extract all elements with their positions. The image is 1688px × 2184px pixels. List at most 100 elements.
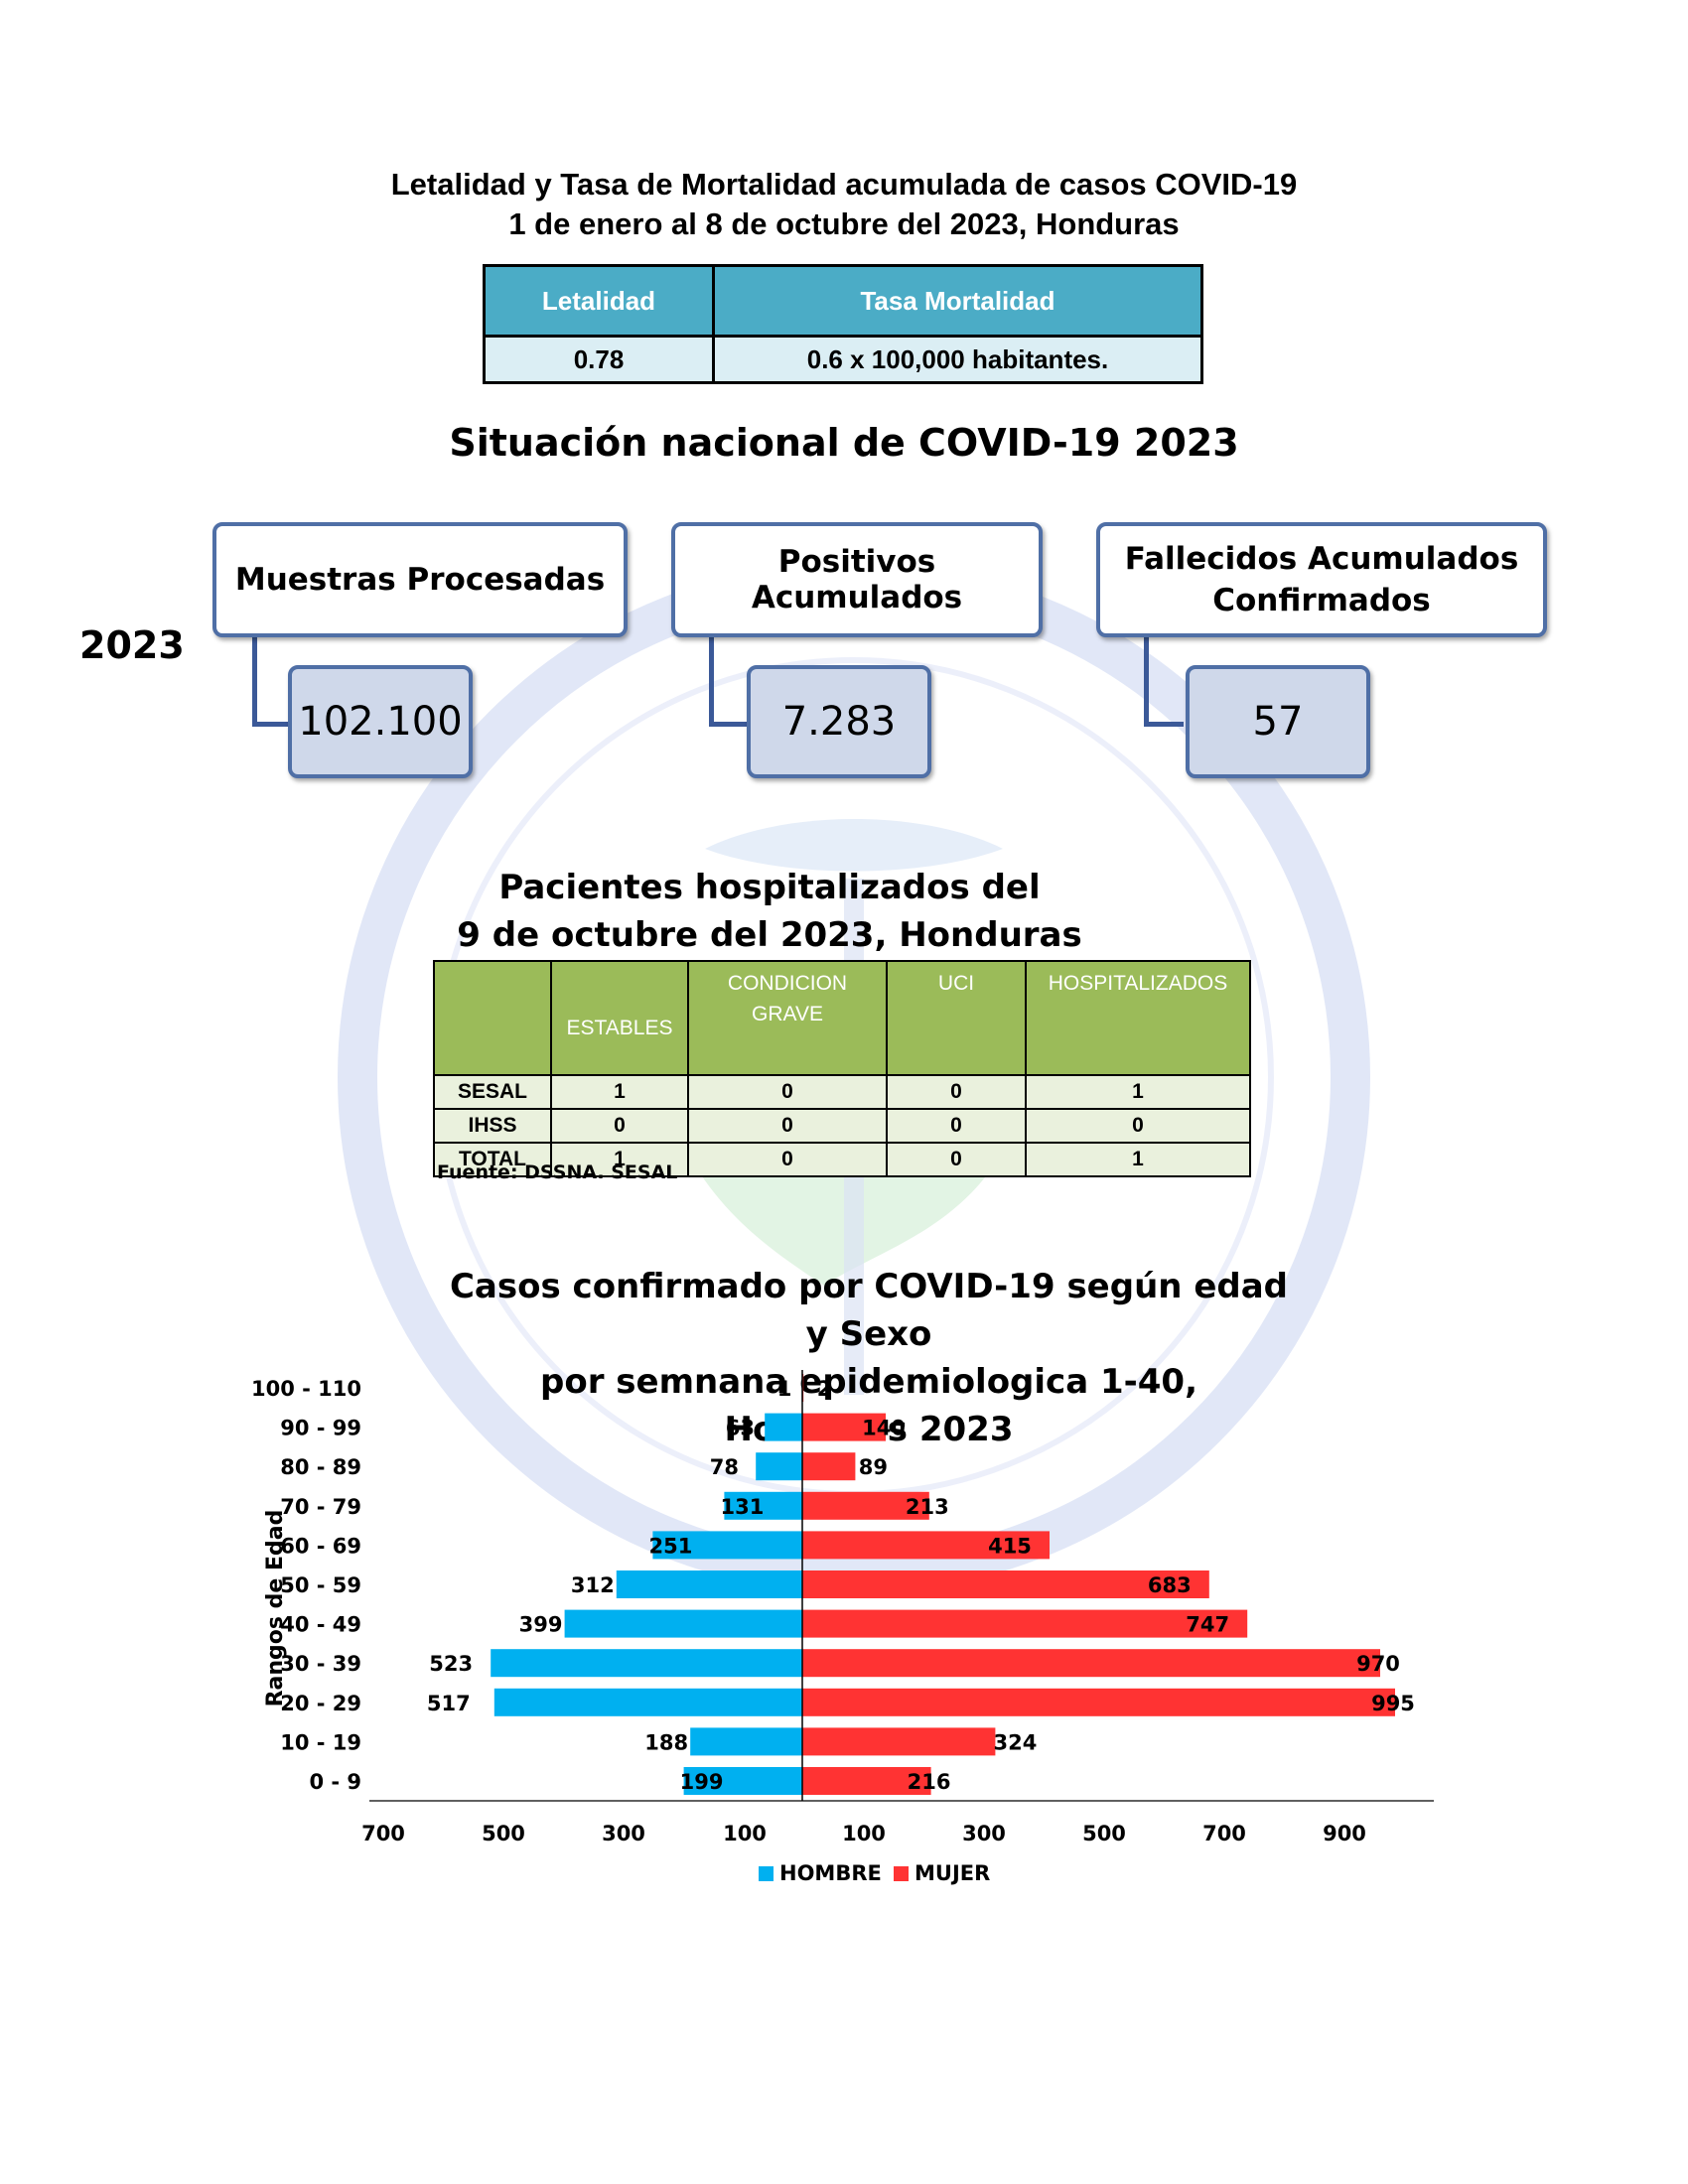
hospital-row-total: TOTAL 1 0 0 1 bbox=[433, 1142, 1251, 1177]
kpi-label-positivos: Positivos Acumulados bbox=[751, 544, 963, 615]
bar-hombre bbox=[616, 1570, 802, 1598]
bar-hombre bbox=[564, 1609, 802, 1638]
y-tick-label: 30 - 39 bbox=[280, 1652, 361, 1676]
data-label-hombre: 517 bbox=[427, 1692, 471, 1715]
bar-hombre bbox=[756, 1452, 802, 1481]
bar-mujer bbox=[802, 1609, 1248, 1638]
legend-label-mujer: MUJER bbox=[914, 1861, 990, 1885]
data-label-hombre: 523 bbox=[429, 1652, 473, 1676]
x-tick-label: 300 bbox=[602, 1822, 645, 1845]
data-label-hombre: 131 bbox=[720, 1495, 764, 1519]
bar-hombre bbox=[765, 1413, 802, 1441]
kpi-label-fallecidos-line1: Fallecidos Acumulados bbox=[1124, 541, 1519, 577]
bar-mujer bbox=[802, 1491, 929, 1520]
kpi-box-positivos: Positivos Acumulados bbox=[671, 522, 1043, 637]
cell: 1 bbox=[550, 1142, 689, 1177]
data-label-mujer: 683 bbox=[1148, 1573, 1192, 1597]
kpi-value-fallecidos: 57 bbox=[1186, 665, 1370, 778]
legend-swatch-mujer bbox=[894, 1866, 909, 1881]
value-letalidad: 0.78 bbox=[483, 335, 715, 384]
hospital-header-empty bbox=[433, 960, 552, 1076]
data-label-mujer: 89 bbox=[859, 1455, 888, 1479]
x-tick-label: 700 bbox=[1202, 1822, 1246, 1845]
x-tick-label: 300 bbox=[962, 1822, 1006, 1845]
data-label-mujer: 747 bbox=[1186, 1613, 1229, 1637]
bar-hombre bbox=[493, 1688, 802, 1716]
data-label-hombre: 312 bbox=[571, 1573, 615, 1597]
cell: 0 bbox=[687, 1142, 888, 1177]
cell: 0 bbox=[550, 1108, 689, 1144]
kpi-label-muestras: Muestras Procesadas bbox=[234, 562, 606, 598]
data-label-hombre: 251 bbox=[648, 1534, 692, 1558]
bar-hombre bbox=[683, 1767, 802, 1795]
y-tick-label: 70 - 79 bbox=[280, 1495, 361, 1519]
kpi-box-muestras: Muestras Procesadas bbox=[212, 522, 628, 637]
row-label: TOTAL bbox=[433, 1142, 552, 1177]
cell: 0 bbox=[687, 1108, 888, 1144]
hospital-title-line1: Pacientes hospitalizados del bbox=[498, 868, 1041, 907]
y-tick-label: 90 - 99 bbox=[280, 1417, 361, 1440]
x-tick-label: 100 bbox=[842, 1822, 886, 1845]
y-tick-label: 80 - 89 bbox=[280, 1455, 361, 1479]
y-tick-label: 60 - 69 bbox=[280, 1534, 361, 1558]
y-tick-label: 10 - 19 bbox=[280, 1730, 361, 1754]
bar-mujer bbox=[802, 1727, 996, 1756]
bar-mujer bbox=[802, 1767, 931, 1795]
hospital-row-sesal: SESAL 1 0 0 1 bbox=[433, 1074, 1251, 1110]
data-label-mujer: 324 bbox=[993, 1730, 1037, 1754]
hospital-header-estables: ESTABLES bbox=[550, 960, 689, 1076]
bar-hombre bbox=[690, 1727, 802, 1756]
value-tasa-mortalidad: 0.6 x 100,000 habitantes. bbox=[712, 335, 1203, 384]
header-tasa-mortalidad: Tasa Mortalidad bbox=[712, 264, 1203, 338]
legend-label-hombre: HOMBRE bbox=[779, 1861, 882, 1885]
y-axis-title: Rangos de Edad bbox=[263, 1510, 288, 1707]
kpi-value-muestras: 102.100 bbox=[288, 665, 473, 778]
mortality-title: Letalidad y Tasa de Mortalidad acumulada… bbox=[0, 165, 1688, 244]
bar-hombre bbox=[491, 1649, 802, 1678]
cell: 0 bbox=[886, 1074, 1027, 1110]
y-tick-label: 50 - 59 bbox=[280, 1573, 361, 1597]
cell: 1 bbox=[550, 1074, 689, 1110]
hospital-title-line2: 9 de octubre del 2023, Honduras bbox=[457, 915, 1082, 955]
kpi-box-fallecidos: Fallecidos Acumulados Confirmados bbox=[1096, 522, 1547, 637]
hospital-source: Fuente: DSSNA. SESAL bbox=[437, 1161, 678, 1183]
mortality-title-line2: 1 de enero al 8 de octubre del 2023, Hon… bbox=[508, 206, 1180, 241]
data-label-hombre: 399 bbox=[519, 1613, 563, 1637]
hospital-header-grave: CONDICION GRAVE bbox=[687, 960, 888, 1076]
data-label-hombre: 199 bbox=[680, 1770, 724, 1794]
bar-mujer bbox=[802, 1570, 1209, 1598]
data-label-hombre: 63 bbox=[726, 1417, 755, 1440]
x-tick-label: 700 bbox=[361, 1822, 405, 1845]
row-label: IHSS bbox=[433, 1108, 552, 1144]
kpi-label-fallecidos-line2: Confirmados bbox=[1212, 583, 1431, 618]
connector-3 bbox=[1144, 633, 1184, 727]
legend-swatch-hombre bbox=[759, 1866, 774, 1881]
connector-2 bbox=[709, 633, 749, 727]
bar-hombre bbox=[652, 1531, 802, 1560]
bar-mujer bbox=[802, 1649, 1380, 1678]
cell: 1 bbox=[1025, 1074, 1251, 1110]
y-tick-label: 20 - 29 bbox=[280, 1692, 361, 1715]
y-tick-label: 0 - 9 bbox=[309, 1770, 361, 1794]
cell: 0 bbox=[886, 1108, 1027, 1144]
x-tick-label: 900 bbox=[1323, 1822, 1366, 1845]
national-title: Situación nacional de COVID-19 2023 bbox=[449, 421, 1239, 465]
data-label-mujer: 140 bbox=[862, 1417, 906, 1440]
data-label-hombre: 1 bbox=[777, 1377, 792, 1401]
x-tick-label: 500 bbox=[482, 1822, 525, 1845]
x-tick-label: 100 bbox=[723, 1822, 767, 1845]
hospital-row-ihss: IHSS 0 0 0 0 bbox=[433, 1108, 1251, 1144]
hospital-header-hospitalizados: HOSPITALIZADOS bbox=[1025, 960, 1251, 1076]
bar-mujer bbox=[802, 1452, 856, 1481]
row-label: SESAL bbox=[433, 1074, 552, 1110]
data-label-mujer: 995 bbox=[1371, 1692, 1415, 1715]
bar-mujer bbox=[802, 1413, 886, 1441]
data-label-mujer: 415 bbox=[988, 1534, 1032, 1558]
data-label-mujer: 2 bbox=[817, 1377, 832, 1401]
hospital-title: Pacientes hospitalizados del 9 de octubr… bbox=[0, 864, 1688, 959]
x-tick-label: 500 bbox=[1082, 1822, 1126, 1845]
data-label-mujer: 970 bbox=[1356, 1652, 1400, 1676]
y-tick-label: 100 - 110 bbox=[251, 1377, 361, 1401]
hospital-table: ESTABLES CONDICION GRAVE UCI HOSPITALIZA… bbox=[433, 960, 1251, 1177]
